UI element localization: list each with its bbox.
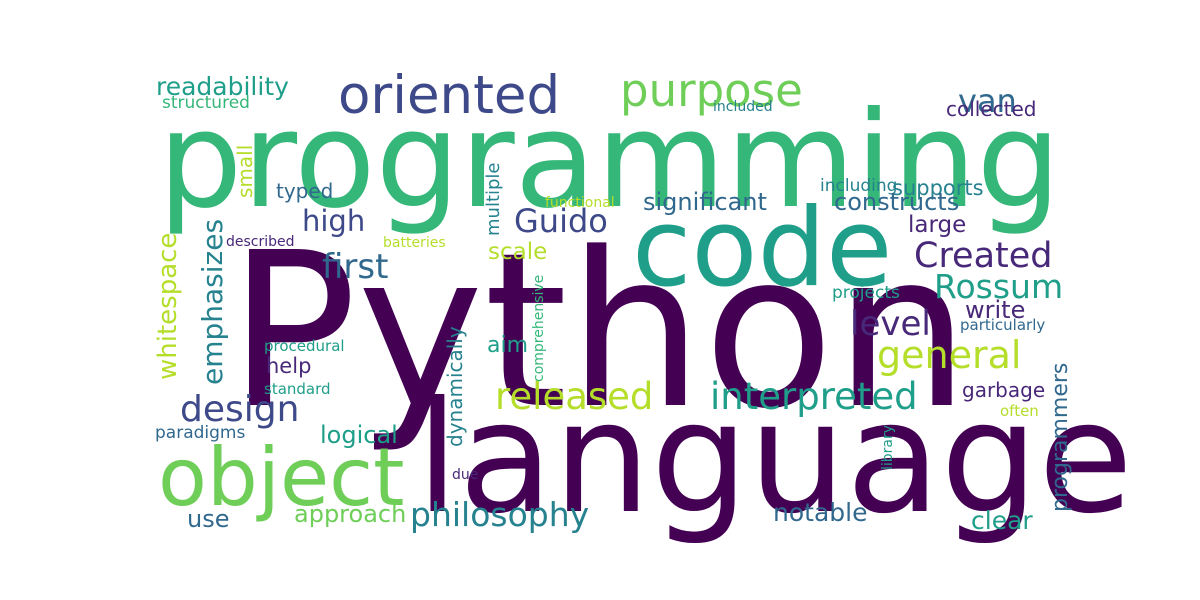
word-created: Created <box>914 236 1053 276</box>
word-oriented: oriented <box>338 65 561 126</box>
word-emphasizes: emphasizes <box>196 218 229 385</box>
word-small: small <box>233 144 257 198</box>
word-constructs: constructs <box>834 188 960 216</box>
word-standard: standard <box>264 380 331 398</box>
word-often: often <box>1000 402 1039 420</box>
word-library: library <box>880 424 896 470</box>
word-large: large <box>908 212 967 238</box>
word-paradigms: paradigms <box>155 423 246 443</box>
word-garbage: garbage <box>962 378 1046 402</box>
word-included: included <box>713 99 773 115</box>
word-scale: scale <box>488 239 548 265</box>
word-general: general <box>877 333 1022 377</box>
word-due: due <box>452 467 479 483</box>
word-python: Python <box>228 207 970 456</box>
word-described: described <box>226 234 295 250</box>
word-help: help <box>266 354 312 378</box>
word-aim: aim <box>487 333 529 358</box>
word-significant: significant <box>643 188 767 216</box>
word-including: including <box>820 176 898 196</box>
word-write: write <box>965 296 1026 324</box>
word-rossum: Rossum <box>934 267 1064 306</box>
word-structured: structured <box>162 93 250 113</box>
word-procedural: procedural <box>264 337 345 355</box>
word-whitespace: whitespace <box>153 232 183 380</box>
word-notable: notable <box>773 498 868 527</box>
word-projects: projects <box>832 283 900 303</box>
word-collected: collected <box>946 97 1037 121</box>
word-philosophy: philosophy <box>410 495 590 534</box>
word-functional: functional <box>545 195 615 211</box>
word-supports: supports <box>892 176 984 200</box>
word-first: first <box>322 247 389 287</box>
word-guido: Guido <box>514 202 608 240</box>
word-readability: readability <box>156 72 289 101</box>
word-dynamically: dynamically <box>443 326 467 447</box>
word-interpreted: interpreted <box>710 375 918 418</box>
word-batteries: batteries <box>383 235 446 251</box>
word-van: van <box>958 82 1017 120</box>
word-typed: typed <box>276 179 334 203</box>
word-use: use <box>187 505 230 533</box>
word-approach: approach <box>294 500 407 528</box>
word-multiple: multiple <box>483 162 504 236</box>
word-language: language <box>416 369 1133 548</box>
word-programmers: programmers <box>1048 362 1073 512</box>
word-code: code <box>632 186 893 311</box>
word-purpose: purpose <box>620 64 803 117</box>
word-particularly: particularly <box>960 316 1046 334</box>
word-comprehensive: comprehensive <box>531 274 547 382</box>
word-design: design <box>180 389 300 430</box>
word-object: object <box>158 431 405 524</box>
word-clear: clear <box>971 506 1033 535</box>
word-logical: logical <box>320 421 398 449</box>
word-level: level <box>850 304 931 344</box>
word-released: released <box>495 375 654 418</box>
word-high: high <box>302 204 366 238</box>
word-programming: programming <box>158 84 1061 238</box>
